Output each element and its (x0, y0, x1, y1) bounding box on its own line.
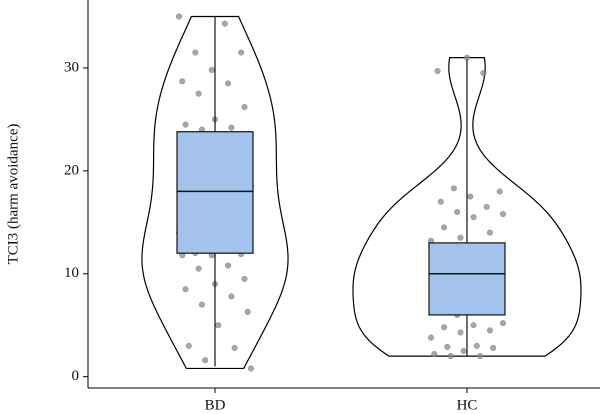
point (431, 351, 438, 358)
point (483, 203, 490, 210)
point (496, 188, 503, 195)
point (477, 353, 484, 360)
x-tick-label: HC (457, 397, 478, 413)
point (241, 104, 248, 111)
point (228, 124, 235, 131)
point (441, 224, 448, 231)
point (244, 308, 251, 315)
x-tick-label: BD (205, 397, 226, 413)
point (470, 214, 477, 221)
point (480, 70, 487, 77)
point (428, 334, 435, 341)
point (175, 13, 182, 20)
point (450, 185, 457, 192)
point (179, 78, 186, 85)
point (473, 342, 480, 349)
point (464, 54, 471, 61)
point (457, 234, 464, 241)
point (231, 344, 238, 351)
point (457, 329, 464, 336)
point (182, 121, 189, 128)
point (437, 198, 444, 205)
point (198, 301, 205, 308)
point (225, 262, 232, 269)
point (467, 193, 474, 200)
point (434, 68, 441, 75)
point (486, 229, 493, 236)
y-tick-label: 10 (64, 265, 79, 281)
point (454, 209, 461, 216)
point (195, 90, 202, 97)
point (228, 293, 235, 300)
point (500, 320, 507, 327)
point (215, 322, 222, 329)
point (470, 322, 477, 329)
point (192, 49, 199, 56)
point (500, 211, 507, 218)
point (202, 357, 209, 364)
point (490, 344, 497, 351)
y-tick-label: 20 (64, 162, 79, 178)
point (447, 353, 454, 360)
point (238, 49, 245, 56)
y-tick-label: 0 (72, 368, 80, 384)
point (185, 342, 192, 349)
box (428, 242, 506, 316)
point (444, 343, 451, 350)
point (208, 66, 215, 73)
point (241, 275, 248, 282)
point (247, 365, 254, 372)
point (182, 286, 189, 293)
y-tick-label: 30 (64, 59, 79, 75)
point (486, 327, 493, 334)
point (221, 20, 228, 27)
point (460, 347, 467, 354)
point (195, 265, 202, 272)
box (176, 131, 254, 254)
y-axis-label: TCI3 (harm avoidance) (5, 124, 21, 265)
point (441, 324, 448, 331)
point (225, 80, 232, 87)
